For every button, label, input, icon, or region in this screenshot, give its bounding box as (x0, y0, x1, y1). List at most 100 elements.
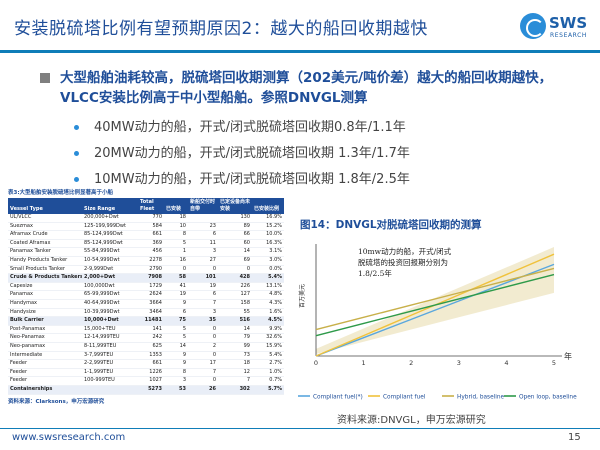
table-cell: Suezmax (8, 222, 82, 232)
table-cell: 770 (138, 214, 164, 223)
table-cell: 0 (188, 351, 218, 361)
table-cell: 158 (218, 299, 252, 309)
table-cell: Intermediate (8, 351, 82, 361)
table-cell: 1353 (138, 351, 164, 361)
table-cell: Post-Panamax (8, 325, 82, 335)
table-cell: 53 (164, 385, 188, 395)
table-cell: 26 (188, 385, 218, 395)
table-cell: 85-124,999Dwt (82, 230, 138, 240)
table-row: Feeder 2-2,999TEU 661 9 17 18 2.7% (8, 359, 284, 369)
table-cell: 6 (164, 308, 188, 318)
table-cell: 661 (138, 359, 164, 369)
table-cell: Panamax (8, 290, 82, 301)
figure-source: 资料来源:DNVGL，申万宏源研究 (337, 415, 486, 426)
scrubber-table-panel: 表3:大型船舶安装脱硫塔比例显著高于小船 Vessel Type Size Ra… (8, 188, 284, 405)
table-row: Bulk Carrier 10,000+Dwt 11481 75 35 516 4.5% (8, 316, 284, 326)
dot-bullet-icon (74, 151, 79, 156)
table-cell: 19 (164, 290, 188, 301)
table-cell: 66 (218, 230, 252, 240)
table-cell: 14 (164, 342, 188, 352)
table-cell: 79 (218, 333, 252, 343)
table-cell: 85-124,999Dwt (82, 239, 138, 249)
table-title: 表3:大型船舶安装脱硫塔比例显著高于小船 (8, 190, 114, 196)
table-row: Coated Aframax 85-124,999Dwt 369 5 11 60 16.3% (8, 239, 284, 249)
table-cell: UL/VLCC (8, 214, 82, 223)
table-cell: 100-999TEU (82, 376, 138, 386)
table-row: Panamax 65-99,999Dwt 2624 19 6 127 4.8% (8, 290, 284, 301)
table-cell: Feeder (8, 368, 82, 378)
payback-chart: 百万美元 年 0 1 2 3 4 5 10mw动力的船，开式/闭式 脱硫塔的投资回报期分别… (298, 244, 577, 401)
table-source: 资料来源：Clarksons，申万宏源研究 (8, 398, 105, 405)
list-item: 40MW动力的船，开式/闭式脱硫塔回收期0.8年/1.1年 (74, 119, 574, 145)
table-cell: 16 (164, 256, 188, 266)
main-point: 大型船舶油耗较高，脱硫塔回收期测算（202美元/吨价差）越大的船回收期越快，VL… (60, 70, 553, 106)
table-cell: 10 (164, 222, 188, 232)
sws-logo-mark-icon (520, 13, 546, 39)
sub-point-list: 40MW动力的船，开式/闭式脱硫塔回收期0.8年/1.1年 20MW动力的船，开… (74, 119, 574, 197)
table-cell: 8 (164, 368, 188, 378)
table-cell: 12 (218, 368, 252, 378)
chart-legend: Compliant fuel(*) Compliant fuel Hybrid, b… (298, 395, 577, 401)
table-cell: 2,000+Dwt (82, 273, 138, 283)
table-header-row: Vessel Type Size Range Total Fleet 已安装 新… (8, 198, 284, 214)
table-cell: Handysize (8, 308, 82, 318)
table-cell: 125-199,999Dwt (82, 222, 138, 232)
table-cell: 23 (188, 222, 218, 232)
table-row: Feeder 100-999TEU 1027 3 0 7 0.7% (8, 376, 284, 386)
list-item: 20MW动力的船，开式/闭式脱硫塔回收期 1.3年/1.7年 (74, 145, 574, 171)
table-cell: 32.6% (252, 333, 284, 343)
table-row: Handysize 10-39,999Dwt 3464 6 3 55 1.6% (8, 308, 284, 318)
table-cell: 9 (164, 351, 188, 361)
table-row: Crude & Products Tankers 2,000+Dwt 7908 58 1… (8, 273, 284, 283)
table-cell: 200,000+Dwt (82, 214, 138, 223)
column-header: 新船交付时自带 (188, 198, 218, 214)
series-lines (315, 253, 555, 357)
table-cell: Aframax Crude (8, 230, 82, 240)
table-cell: 18 (218, 359, 252, 369)
table-row: Small Products Tanker 2-9,999Dwt 2790 0 0 0 0.… (8, 265, 284, 275)
table-cell: 5.7% (252, 385, 284, 395)
table-cell: 127 (218, 290, 252, 301)
slide-title: 安装脱硫塔比例有望预期原因2：越大的船回收期越快 (14, 19, 428, 39)
table-cell: Neo-panamax (8, 342, 82, 352)
table-cell: 3.0% (252, 256, 284, 266)
table-cell: 5.4% (252, 273, 284, 283)
table-cell: 5 (164, 239, 188, 249)
table-cell: Bulk Carrier (8, 316, 82, 326)
table-cell: 3.1% (252, 247, 284, 258)
list-item: 10MW动力的船，开式/闭式脱硫塔回收期 1.8年/2.5年 (74, 171, 574, 197)
table-cell: 1 (164, 247, 188, 258)
table-cell: 58 (164, 273, 188, 283)
uncertainty-band (316, 247, 554, 354)
table-row: Neo-Panamax 12-14,999TEU 242 5 0 79 32.6% (8, 333, 284, 343)
square-bullet-icon (40, 73, 50, 83)
dot-bullet-icon (74, 125, 79, 130)
table-cell: 8 (164, 230, 188, 240)
sws-logo-text: SWS (549, 14, 588, 32)
table-cell: 60 (218, 239, 252, 249)
table-cell: 5273 (138, 385, 164, 395)
table-cell: 2790 (138, 265, 164, 275)
table-cell: 3464 (138, 308, 164, 318)
table-cell: 0 (188, 325, 218, 335)
table-cell: 14 (218, 247, 252, 258)
table-cell: Capesize (8, 282, 82, 292)
table-cell: 5.4% (252, 351, 284, 361)
table-cell: 2278 (138, 256, 164, 266)
column-header: 已定设备尚未安装 (218, 198, 252, 214)
table-cell: 100,000Dwt (82, 282, 138, 292)
sws-logo: SWS RESEARCH (520, 13, 596, 43)
table-cell: 584 (138, 222, 164, 232)
footer-url[interactable]: www.swsresearch.com (12, 432, 126, 443)
page-number: 15 (568, 432, 581, 443)
table-cell: 9 (164, 359, 188, 369)
table-cell: 5 (164, 325, 188, 335)
table-cell: 73 (218, 351, 252, 361)
x-tick-label: 4 (504, 359, 508, 367)
annotation-line: 脱硫塔的投资回报期分别为 (358, 257, 448, 267)
table-cell: 17 (188, 359, 218, 369)
table-cell: 0 (188, 376, 218, 386)
table-row: Capesize 100,000Dwt 1729 41 19 226 13.1% (8, 282, 284, 292)
table-cell: 226 (218, 282, 252, 292)
table-cell: 14 (218, 325, 252, 335)
